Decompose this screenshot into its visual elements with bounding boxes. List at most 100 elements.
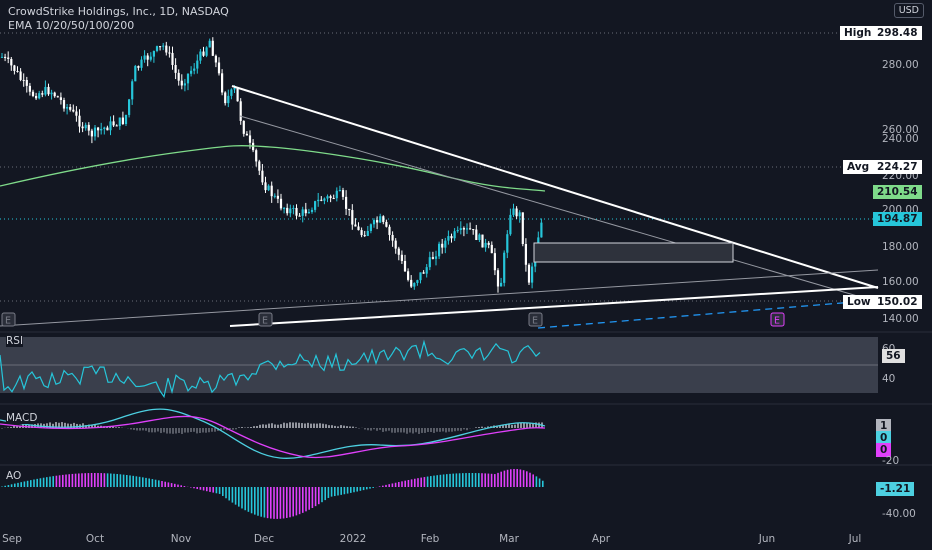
rsi-tick: 40 [882,373,896,385]
ao-pane [1,468,544,519]
ao-pane-label[interactable]: AO [6,470,22,482]
candle-body [518,212,521,217]
rsi-pane-label[interactable]: RSI [6,335,24,347]
candle-body [75,111,78,116]
indicator-legend[interactable]: EMA 10/20/50/100/200 [8,19,135,32]
candle-body [487,242,490,245]
candle-body [190,70,193,74]
candle-body [0,56,4,58]
candle-body [87,124,90,131]
candle-body [16,70,19,72]
price-tick: 160.00 [882,276,919,288]
candle-body [109,121,112,131]
candle-body [382,216,385,222]
candle-body [273,195,276,197]
candle-body [503,252,506,283]
candle-body [369,224,372,231]
candle-body [289,208,292,214]
candle-body [183,83,186,86]
candle-body [66,107,69,109]
candle-body [394,240,397,249]
candle-body [410,279,413,287]
macd-line-value: 0 [876,431,892,445]
time-tick: Jun [758,533,776,545]
candle-body [31,91,35,96]
candle-body [103,127,106,129]
candle-body [4,56,7,58]
candle-body [149,56,152,60]
candle-body [413,282,416,287]
candle-body [434,256,438,259]
macd-signal-value: 0 [876,443,892,457]
avg-value: 224.27 [873,160,922,174]
high-value: 298.48 [873,26,922,40]
inner-trendline [239,115,879,303]
earnings-badge [1,312,16,327]
trendline-drawings[interactable] [0,85,879,329]
candle-body [38,93,41,99]
candle-body [422,272,425,274]
candle-body [22,79,25,81]
candle-body [416,280,419,283]
candle-body [239,101,242,121]
candle-body [493,253,496,271]
candle-body [115,125,118,127]
candle-body [180,80,183,86]
candle-body [509,214,512,235]
macd-pane-label[interactable]: MACD [6,412,38,424]
candle-body [193,68,196,71]
candle-body [419,272,422,281]
candle-body [224,92,227,104]
candle-body [81,126,84,129]
currency-button[interactable]: USD [893,3,924,18]
candle-body [78,115,81,127]
candle-body [208,40,211,48]
earnings-marker: E [1,312,16,327]
candle-body [128,99,131,115]
candle-body [186,73,190,84]
candle-body [227,95,230,104]
candle-body [323,198,326,201]
time-tick: Nov [170,533,192,545]
candle-body [255,150,258,162]
ema-price-label: 210.54 [873,185,922,199]
candle-body [283,207,286,209]
candle-body [376,220,379,223]
candle-body [44,86,47,95]
symbol-title[interactable]: CrowdStrike Holdings, Inc., 1D, NASDAQ [8,5,229,18]
candle-body [140,59,143,68]
candle-body [360,230,363,236]
candle-body [506,234,509,253]
candle-body [267,185,270,191]
high-label: High [840,26,876,40]
candle-body [72,109,75,112]
time-tick: Mar [499,533,519,545]
candle-body [97,127,100,131]
candle-body [56,96,59,98]
candle-body [134,66,137,82]
time-tick: Oct [85,533,105,545]
candle-body [47,86,50,95]
candle-body [245,133,248,136]
earnings-marker: E [528,312,543,327]
candle-body [248,135,252,143]
candle-body [425,267,428,274]
rsi-line [0,339,541,399]
candle-body [174,64,177,73]
descending-trendline [231,85,879,289]
candle-body [236,88,239,102]
candle-body [286,207,289,214]
candle-body [388,226,391,235]
candle-body [279,198,283,209]
candle-body [41,93,44,95]
avg-label: Avg [843,160,874,174]
price-tick: 280.00 [882,59,919,71]
candle-body [152,50,155,57]
price-tick: 260.00 [882,124,919,136]
candle-body [372,220,376,225]
price-tick: 180.00 [882,241,919,253]
candle-body [496,270,500,287]
time-tick: Feb [420,533,440,545]
